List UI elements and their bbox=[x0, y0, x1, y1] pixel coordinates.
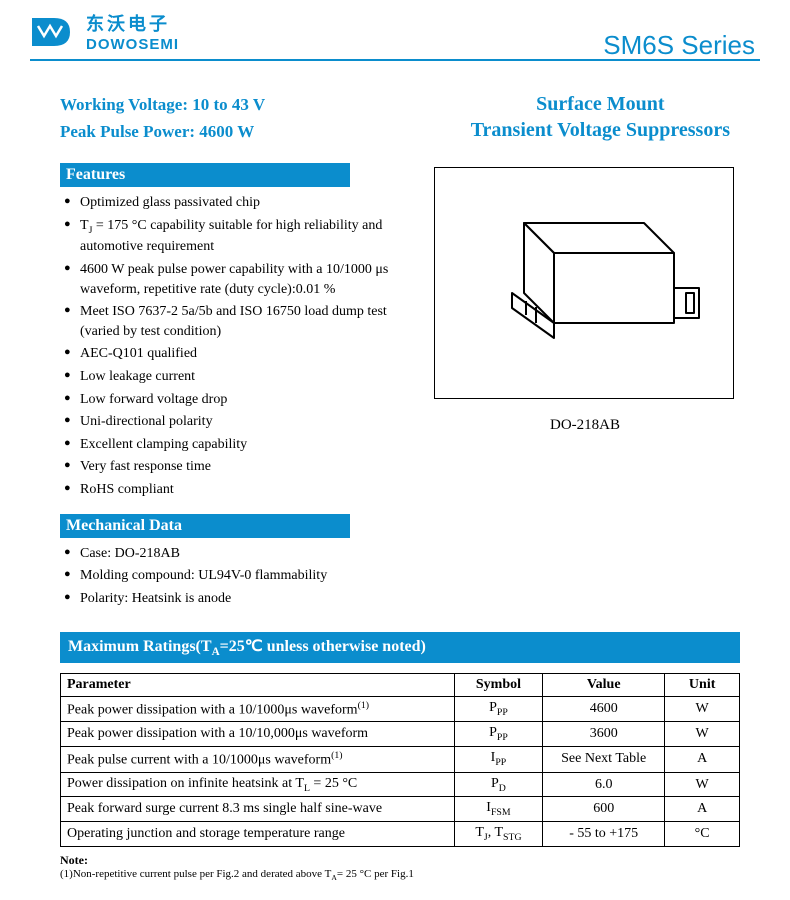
page-header: 东沃电子 DOWOSEMI SM6S Series bbox=[0, 0, 790, 53]
feature-item: 4600 W peak pulse power capability with … bbox=[64, 260, 400, 299]
feature-item: Very fast response time bbox=[64, 457, 400, 477]
feature-item: AEC-Q101 qualified bbox=[64, 344, 400, 364]
note-label: Note: bbox=[60, 853, 740, 868]
cell-unit: A bbox=[665, 747, 740, 773]
cell-value: 600 bbox=[543, 797, 665, 822]
col-parameter: Parameter bbox=[61, 673, 455, 696]
package-svg bbox=[454, 193, 714, 373]
cell-parameter: Power dissipation on infinite heatsink a… bbox=[61, 772, 455, 797]
product-title-line1: Surface Mount bbox=[471, 91, 730, 117]
cell-parameter: Peak power dissipation with a 10/10,000μ… bbox=[61, 722, 455, 747]
main-content: Working Voltage: 10 to 43 V Peak Pulse P… bbox=[0, 61, 790, 892]
key-specs: Working Voltage: 10 to 43 V Peak Pulse P… bbox=[60, 91, 265, 145]
cell-value: 4600 bbox=[543, 696, 665, 722]
cell-value: See Next Table bbox=[543, 747, 665, 773]
company-logo: 东沃电子 DOWOSEMI bbox=[30, 10, 179, 53]
table-row: Peak power dissipation with a 10/10,000μ… bbox=[61, 722, 740, 747]
col-value: Value bbox=[543, 673, 665, 696]
product-title: Surface Mount Transient Voltage Suppress… bbox=[471, 91, 730, 145]
feature-item: Low forward voltage drop bbox=[64, 390, 400, 410]
cell-parameter: Operating junction and storage temperatu… bbox=[61, 822, 455, 847]
cell-symbol: IFSM bbox=[454, 797, 542, 822]
table-row: Peak power dissipation with a 10/1000μs … bbox=[61, 696, 740, 722]
table-row: Power dissipation on infinite heatsink a… bbox=[61, 772, 740, 797]
package-drawing bbox=[434, 167, 734, 399]
feature-item: TJ = 175 °C capability suitable for high… bbox=[64, 216, 400, 257]
cell-unit: W bbox=[665, 772, 740, 797]
mechanical-item: Polarity: Heatsink is anode bbox=[64, 589, 400, 609]
cell-value: 6.0 bbox=[543, 772, 665, 797]
left-column: Features Optimized glass passivated chip… bbox=[60, 163, 400, 622]
mechanical-item: Molding compound: UL94V-0 flammability bbox=[64, 566, 400, 586]
peak-pulse-power: Peak Pulse Power: 4600 W bbox=[60, 118, 265, 145]
features-list: Optimized glass passivated chip TJ = 175 … bbox=[60, 193, 400, 499]
mechanical-item: Case: DO-218AB bbox=[64, 544, 400, 564]
col-symbol: Symbol bbox=[454, 673, 542, 696]
logo-text-english: DOWOSEMI bbox=[86, 36, 179, 53]
cell-symbol: PD bbox=[454, 772, 542, 797]
features-package-row: Features Optimized glass passivated chip… bbox=[60, 163, 740, 622]
note-section: Note: (1)Non-repetitive current pulse pe… bbox=[60, 853, 740, 882]
cell-symbol: TJ, TSTG bbox=[454, 822, 542, 847]
feature-item: Low leakage current bbox=[64, 367, 400, 387]
table-row: Operating junction and storage temperatu… bbox=[61, 822, 740, 847]
working-voltage: Working Voltage: 10 to 43 V bbox=[60, 91, 265, 118]
feature-item: Optimized glass passivated chip bbox=[64, 193, 400, 213]
cell-parameter: Peak pulse current with a 10/1000μs wave… bbox=[61, 747, 455, 773]
ratings-heading: Maximum Ratings(TA=25℃ unless otherwise … bbox=[60, 632, 740, 662]
table-header-row: Parameter Symbol Value Unit bbox=[61, 673, 740, 696]
cell-unit: °C bbox=[665, 822, 740, 847]
feature-item: Meet ISO 7637-2 5a/5b and ISO 16750 load… bbox=[64, 302, 400, 341]
ratings-table: Parameter Symbol Value Unit Peak power d… bbox=[60, 673, 740, 848]
mechanical-heading: Mechanical Data bbox=[60, 514, 350, 538]
table-row: Peak forward surge current 8.3 ms single… bbox=[61, 797, 740, 822]
cell-symbol: PPP bbox=[454, 696, 542, 722]
cell-parameter: Peak power dissipation with a 10/1000μs … bbox=[61, 696, 455, 722]
note-text: (1)Non-repetitive current pulse per Fig.… bbox=[60, 868, 740, 882]
series-title: SM6S Series bbox=[603, 30, 755, 61]
cell-unit: W bbox=[665, 722, 740, 747]
cell-symbol: IPP bbox=[454, 747, 542, 773]
logo-icon bbox=[30, 14, 78, 50]
right-column: DO-218AB bbox=[430, 163, 740, 622]
package-label: DO-218AB bbox=[430, 417, 740, 434]
features-heading: Features bbox=[60, 163, 350, 187]
col-unit: Unit bbox=[665, 673, 740, 696]
cell-value: - 55 to +175 bbox=[543, 822, 665, 847]
cell-unit: W bbox=[665, 696, 740, 722]
mechanical-list: Case: DO-218ABMolding compound: UL94V-0 … bbox=[60, 544, 400, 609]
logo-text-chinese: 东沃电子 bbox=[86, 10, 179, 36]
feature-item: RoHS compliant bbox=[64, 480, 400, 500]
product-title-line2: Transient Voltage Suppressors bbox=[471, 117, 730, 143]
cell-parameter: Peak forward surge current 8.3 ms single… bbox=[61, 797, 455, 822]
feature-item: Uni-directional polarity bbox=[64, 412, 400, 432]
title-row: Working Voltage: 10 to 43 V Peak Pulse P… bbox=[60, 91, 740, 145]
feature-item: Excellent clamping capability bbox=[64, 435, 400, 455]
cell-value: 3600 bbox=[543, 722, 665, 747]
cell-symbol: PPP bbox=[454, 722, 542, 747]
table-row: Peak pulse current with a 10/1000μs wave… bbox=[61, 747, 740, 773]
cell-unit: A bbox=[665, 797, 740, 822]
